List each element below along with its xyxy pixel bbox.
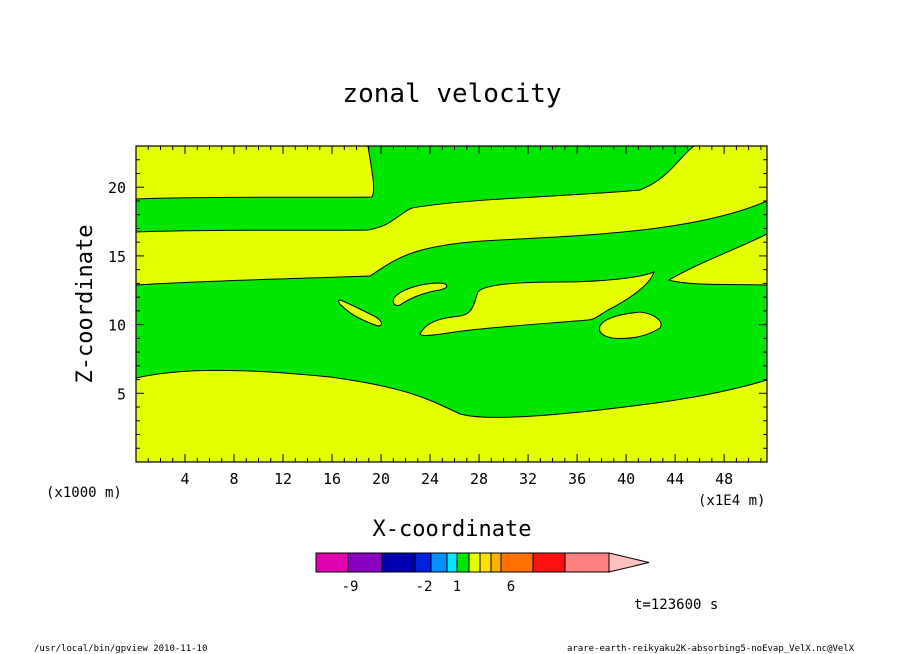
colorbar-labels: -9 -2 1 6: [342, 579, 516, 595]
colorbar-extend-arrow: [608, 552, 650, 573]
y-tick-labels: 5 10 15 20: [108, 179, 126, 403]
island-2: [392, 282, 448, 306]
contour-field: [136, 146, 767, 462]
x-tick-label: 8: [230, 470, 239, 488]
x-tick-label: 36: [568, 470, 586, 488]
x-unit-label: (x1E4 m): [698, 493, 765, 509]
footer-left: /usr/local/bin/gpview 2010-11-10: [34, 644, 207, 654]
y-tick-label: 15: [108, 248, 126, 266]
x-tick-label: 20: [372, 470, 390, 488]
x-tick-label: 40: [617, 470, 635, 488]
colorbar-cell: [430, 552, 448, 573]
x-tick-label: 32: [519, 470, 537, 488]
x-tick-label: 28: [470, 470, 488, 488]
x-tick-labels: 4 8 12 16 20 24 28 32 36 40 44 48: [180, 470, 733, 488]
y-tick-label: 10: [108, 317, 126, 335]
x-tick-label: 12: [274, 470, 292, 488]
region-negative-upper: [136, 146, 695, 233]
colorbar-label: -9: [342, 579, 359, 595]
axis-ticks: [136, 146, 767, 462]
x-tick-label: 4: [180, 470, 189, 488]
colorbar-cell: [490, 552, 502, 573]
footer-right: arare-earth-reikyaku2K-absorbing5-noEvap…: [567, 644, 855, 654]
colorbar-cell: [381, 552, 416, 573]
y-tick-label: 5: [117, 385, 126, 403]
plot-frame: [135, 145, 768, 463]
region-negative-main: [136, 200, 767, 418]
colorbar-label: -2: [416, 579, 433, 595]
x-tick-label: 44: [666, 470, 684, 488]
colorbar-cell: [456, 552, 470, 573]
y-tick-label: 20: [108, 179, 126, 197]
island-4: [599, 311, 662, 339]
colorbar-cell: [564, 552, 610, 573]
y-unit-label: (x1000 m): [46, 485, 122, 501]
x-axis-label: X-coordinate: [373, 517, 532, 542]
colorbar-cell: [532, 552, 566, 573]
colorbar-label: 6: [507, 579, 515, 595]
y-axis-label: Z-coordinate: [73, 225, 98, 384]
chart-title: zonal velocity: [342, 79, 561, 109]
colorbar-cell: [414, 552, 432, 573]
colorbar-label: 1: [453, 579, 461, 595]
x-tick-label: 24: [421, 470, 439, 488]
colorbar-cell: [347, 552, 383, 573]
x-tick-label: 16: [323, 470, 341, 488]
colorbar-cell: [315, 552, 349, 573]
island-3: [419, 271, 655, 336]
time-label: t=123600 s: [634, 597, 718, 613]
x-tick-label: 48: [715, 470, 733, 488]
colorbar-cell: [468, 552, 481, 573]
colorbar-cell: [479, 552, 492, 573]
colorbar-cell: [500, 552, 534, 573]
colorbar: [315, 552, 650, 573]
island-1: [338, 299, 382, 327]
colorbar-cell: [446, 552, 458, 573]
